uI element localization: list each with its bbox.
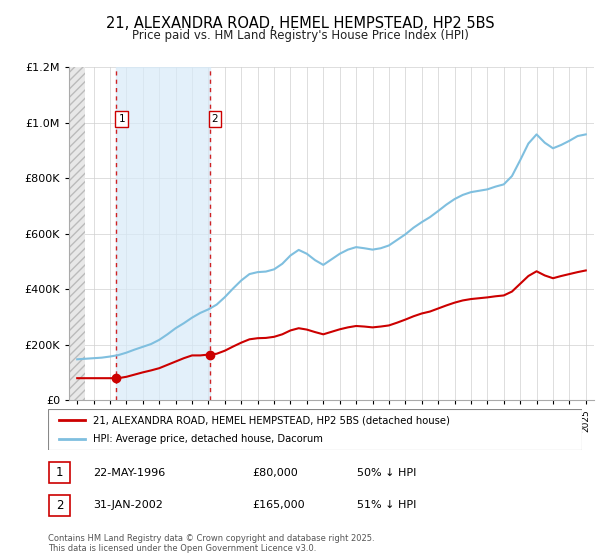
Text: 22-MAY-1996: 22-MAY-1996 [93,468,165,478]
FancyBboxPatch shape [49,494,70,516]
Text: 21, ALEXANDRA ROAD, HEMEL HEMPSTEAD, HP2 5BS (detached house): 21, ALEXANDRA ROAD, HEMEL HEMPSTEAD, HP2… [94,416,450,425]
Text: 1: 1 [56,466,63,479]
Text: £165,000: £165,000 [252,500,305,510]
FancyBboxPatch shape [48,409,582,450]
Text: 50% ↓ HPI: 50% ↓ HPI [357,468,416,478]
Text: 2: 2 [56,498,63,512]
Bar [116,67,210,400]
Text: 1: 1 [118,114,125,124]
FancyBboxPatch shape [49,462,70,483]
Text: 51% ↓ HPI: 51% ↓ HPI [357,500,416,510]
Text: Price paid vs. HM Land Registry's House Price Index (HPI): Price paid vs. HM Land Registry's House … [131,29,469,42]
Text: 21, ALEXANDRA ROAD, HEMEL HEMPSTEAD, HP2 5BS: 21, ALEXANDRA ROAD, HEMEL HEMPSTEAD, HP2… [106,16,494,31]
Text: 2: 2 [212,114,218,124]
Text: £80,000: £80,000 [252,468,298,478]
Text: HPI: Average price, detached house, Dacorum: HPI: Average price, detached house, Daco… [94,434,323,444]
Text: 31-JAN-2002: 31-JAN-2002 [93,500,163,510]
Bar [69,67,85,400]
Bar [69,67,85,400]
Text: Contains HM Land Registry data © Crown copyright and database right 2025.
This d: Contains HM Land Registry data © Crown c… [48,534,374,553]
